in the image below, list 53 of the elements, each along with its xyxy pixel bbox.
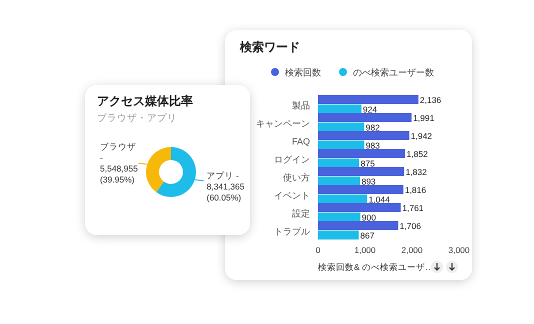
data-label: 893 xyxy=(361,176,376,186)
bar xyxy=(318,95,418,104)
bar xyxy=(318,149,406,158)
y-tick-label: ログイン xyxy=(274,154,310,164)
data-label: 1,942 xyxy=(410,131,432,141)
data-label: 924 xyxy=(362,104,378,114)
data-label: 1,816 xyxy=(404,185,426,195)
data-label: 1,991 xyxy=(413,113,435,123)
bar xyxy=(318,140,364,150)
bar xyxy=(318,212,360,222)
bar xyxy=(318,203,401,212)
chart-title: 検索ワード xyxy=(239,40,300,54)
bar xyxy=(318,185,404,194)
x-tick-label: 0 xyxy=(316,245,321,255)
bar xyxy=(318,230,359,240)
data-label: 1,761 xyxy=(402,203,424,213)
legend-label: 検索回数 xyxy=(285,68,321,78)
y-tick-label: 設定 xyxy=(292,208,310,218)
data-label: 1,852 xyxy=(406,149,428,159)
data-label: 1,832 xyxy=(406,167,428,177)
bar xyxy=(318,221,398,230)
y-tick-label: トラブル xyxy=(274,226,310,236)
chart-title: アクセス媒体比率 xyxy=(97,94,193,108)
y-tick-label: 使い方 xyxy=(283,172,310,182)
y-tick-label: キャンペーン xyxy=(256,118,310,128)
bar xyxy=(318,131,410,140)
slice-label: アプリ - xyxy=(206,170,239,181)
slice-label: ブラウザ - xyxy=(100,141,136,162)
chart-subtitle: ブラウザ・アプリ xyxy=(97,112,177,124)
data-label: 2,136 xyxy=(420,95,442,105)
bar xyxy=(318,122,364,132)
data-label: 983 xyxy=(366,140,380,150)
data-label: 875 xyxy=(360,158,376,168)
data-label: 900 xyxy=(362,212,376,222)
y-tick-label: イベント xyxy=(274,190,310,200)
bar xyxy=(318,167,404,176)
data-label: 1,044 xyxy=(368,194,390,204)
bar xyxy=(318,194,368,204)
legend-label: のべ検索ユーザー数 xyxy=(353,68,434,78)
x-tick-label: 3,000 xyxy=(448,245,470,255)
data-label: 1,706 xyxy=(400,221,422,231)
x-tick-label: 1,000 xyxy=(354,245,376,255)
bar xyxy=(318,158,360,168)
data-label: 982 xyxy=(366,122,380,132)
y-tick-label: 製品 xyxy=(292,100,310,110)
bar xyxy=(318,176,360,186)
data-label: 867 xyxy=(360,230,375,240)
x-tick-label: 2,000 xyxy=(401,245,423,255)
bar xyxy=(318,113,412,122)
y-tick-label: FAQ xyxy=(292,136,310,146)
bar xyxy=(318,104,362,114)
data-label: 8,341,365 (60.05%) xyxy=(206,182,245,203)
data-label: 5,548,955 (39.95%) xyxy=(100,163,138,184)
